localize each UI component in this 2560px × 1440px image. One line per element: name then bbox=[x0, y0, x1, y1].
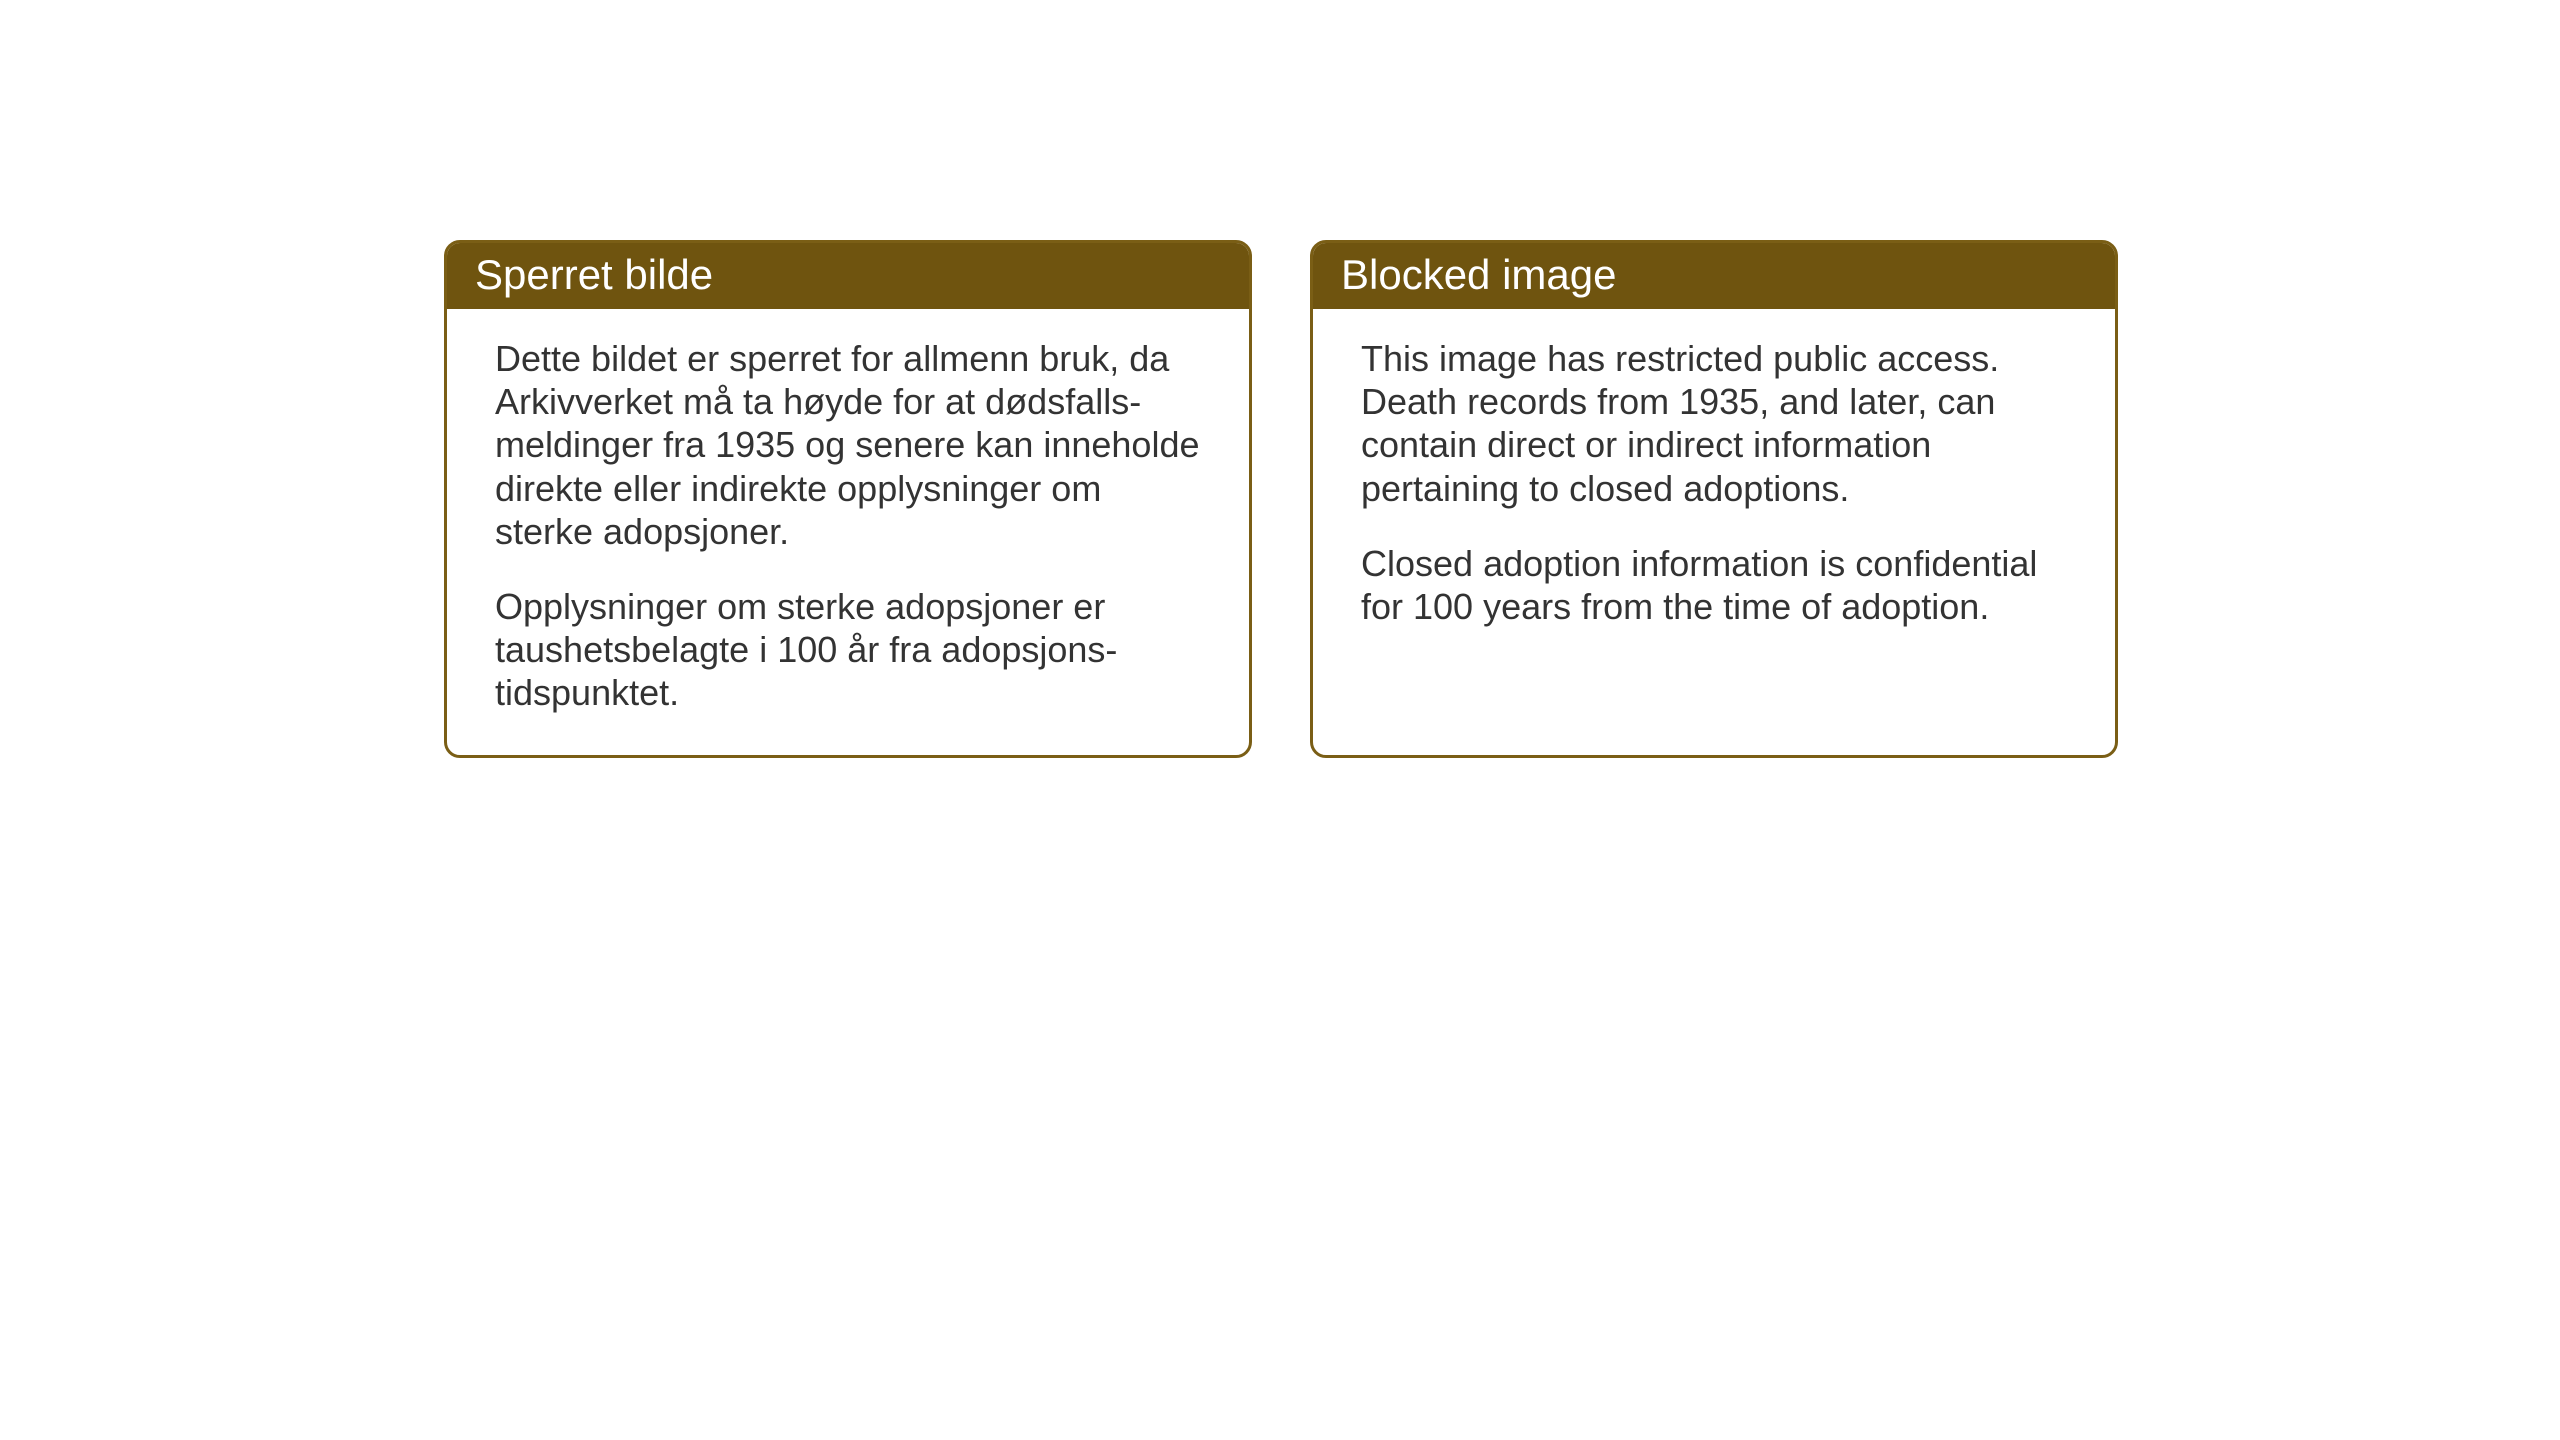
card-paragraph-1-norwegian: Dette bildet er sperret for allmenn bruk… bbox=[495, 337, 1201, 553]
card-title-english: Blocked image bbox=[1341, 251, 1616, 298]
card-body-english: This image has restricted public access.… bbox=[1313, 309, 2115, 668]
card-header-norwegian: Sperret bilde bbox=[447, 243, 1249, 309]
notice-card-norwegian: Sperret bilde Dette bildet er sperret fo… bbox=[444, 240, 1252, 758]
card-paragraph-2-norwegian: Opplysninger om sterke adopsjoner er tau… bbox=[495, 585, 1201, 715]
notice-card-english: Blocked image This image has restricted … bbox=[1310, 240, 2118, 758]
notice-cards-container: Sperret bilde Dette bildet er sperret fo… bbox=[444, 240, 2118, 758]
card-body-norwegian: Dette bildet er sperret for allmenn bruk… bbox=[447, 309, 1249, 755]
card-paragraph-1-english: This image has restricted public access.… bbox=[1361, 337, 2067, 510]
card-header-english: Blocked image bbox=[1313, 243, 2115, 309]
card-title-norwegian: Sperret bilde bbox=[475, 251, 713, 298]
card-paragraph-2-english: Closed adoption information is confident… bbox=[1361, 542, 2067, 628]
